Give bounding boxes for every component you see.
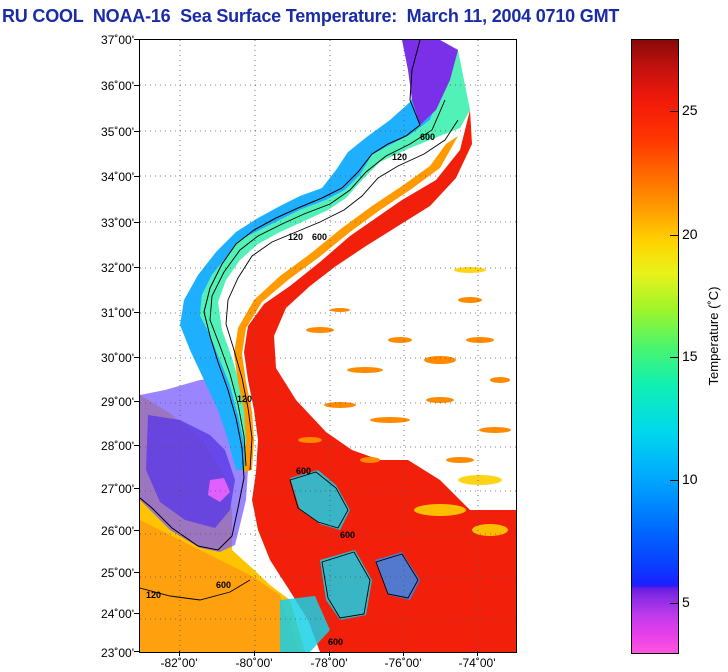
contour-florida-keys <box>140 579 251 601</box>
lat-tick <box>134 488 140 489</box>
lat-label: 29˚00' <box>101 395 134 409</box>
contour-label: 600 <box>340 530 355 540</box>
lat-tick <box>134 85 140 86</box>
lat-tick <box>134 401 140 402</box>
figure-title: RU COOL NOAA-16 Sea Surface Temperature:… <box>2 6 620 26</box>
contour-label: 120 <box>288 232 303 242</box>
lat-tick <box>134 651 140 652</box>
colorbar-label: 20 <box>682 226 698 242</box>
lat-label: 23˚00' <box>101 646 134 660</box>
florida-purple-patch <box>146 415 235 528</box>
lat-label: 36˚00' <box>101 79 134 93</box>
colorbar-tick <box>670 480 678 481</box>
lat-label: 24˚00' <box>101 607 134 621</box>
contour-label: 600 <box>420 132 435 142</box>
north-purple-coast <box>402 40 458 125</box>
colorbar-title: Temperature (˚C) <box>706 286 721 386</box>
lat-tick <box>134 267 140 268</box>
lon-tick <box>403 651 404 656</box>
lat-label: 25˚00' <box>101 566 134 580</box>
lat-label: 37˚00' <box>101 33 134 47</box>
open-ocean-patches <box>298 297 511 463</box>
colorbar-tick <box>670 603 678 604</box>
colorbar-tick <box>670 111 678 112</box>
lat-tick <box>134 357 140 358</box>
lat-tick <box>134 530 140 531</box>
lat-label: 28˚00' <box>101 439 134 453</box>
lat-label: 33˚00' <box>101 216 134 230</box>
contour-600 <box>225 119 459 471</box>
lat-tick <box>134 572 140 573</box>
contour-label: 600 <box>296 466 311 476</box>
lat-label: 26˚00' <box>101 524 134 538</box>
contour-120 <box>209 99 446 467</box>
coastline <box>140 40 421 551</box>
contour-label: 120 <box>146 590 161 600</box>
sst-map-canvas: 120 600 120 600 120 600 600 600 600 120 <box>140 40 516 652</box>
lon-tick <box>329 651 330 656</box>
lat-label: 30˚00' <box>101 351 134 365</box>
contour-label: 120 <box>237 394 252 404</box>
bahamas-bank-3 <box>375 552 420 600</box>
bahamas-bank-2 <box>320 550 372 620</box>
lat-tick <box>134 39 140 40</box>
lat-tick <box>134 222 140 223</box>
lat-tick <box>134 613 140 614</box>
contour-label: 600 <box>312 232 327 242</box>
contour-bahamas <box>289 471 419 619</box>
lat-label: 34˚00' <box>101 170 134 184</box>
bahamas-bank-4 <box>280 596 330 652</box>
lat-label: 35˚00' <box>101 125 134 139</box>
lon-label: -78˚00' <box>310 656 348 670</box>
lat-tick <box>134 312 140 313</box>
bahamas-bank-1 <box>290 470 350 530</box>
temperature-colorbar <box>631 39 679 654</box>
colorbar-label: 15 <box>682 348 698 364</box>
lon-label: -80˚00' <box>235 656 273 670</box>
lat-tick <box>134 131 140 132</box>
lon-label: -76˚00' <box>384 656 422 670</box>
contour-label: 600 <box>216 580 231 590</box>
lat-tick <box>134 176 140 177</box>
lat-label: 32˚00' <box>101 261 134 275</box>
contour-label: 120 <box>392 152 407 162</box>
lake-okeechobee <box>208 478 230 502</box>
lon-label: -82˚00' <box>160 656 198 670</box>
colorbar-label: 25 <box>682 102 698 118</box>
yellow-patches <box>414 267 508 536</box>
lon-tick <box>254 651 255 656</box>
lat-label: 31˚00' <box>101 306 134 320</box>
lon-gridlines <box>179 40 479 652</box>
lat-tick <box>134 445 140 446</box>
colorbar-tick <box>670 235 678 236</box>
colorbar-label: 5 <box>682 594 690 610</box>
colorbar-label: 10 <box>682 471 698 487</box>
lon-tick <box>477 651 478 656</box>
contour-label: 600 <box>328 637 343 647</box>
lat-label: 27˚00' <box>101 482 134 496</box>
lon-label: -74˚00' <box>458 656 496 670</box>
lon-tick <box>179 651 180 656</box>
colorbar-tick <box>670 357 678 358</box>
sst-map: 120 600 120 600 120 600 600 600 600 120 <box>139 39 517 653</box>
gulf-stream-orange-edge <box>234 136 458 472</box>
